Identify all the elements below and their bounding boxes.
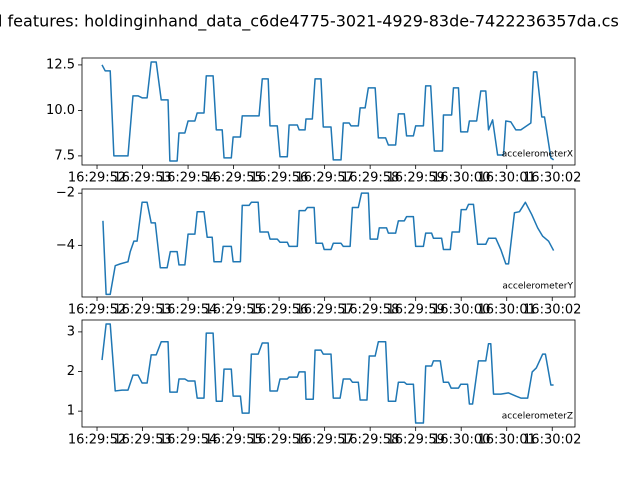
- legend-label: accelerometerX: [502, 150, 573, 160]
- x-tick-label: 16:30:00: [432, 433, 490, 448]
- x-tick-label: 16:29:59: [386, 433, 444, 448]
- y-tick-label: 3: [67, 324, 75, 339]
- y-tick-label: −2: [56, 186, 75, 201]
- x-tick-label: 16:29:55: [204, 171, 262, 186]
- y-tick-label: 10.0: [46, 103, 75, 118]
- x-tick-label: 16:29:57: [295, 303, 353, 318]
- x-tick-label: 16:29:58: [341, 303, 399, 318]
- x-tick-label: 16:29:59: [386, 171, 444, 186]
- x-tick-label: 16:29:59: [386, 303, 444, 318]
- x-tick-label: 16:29:52: [68, 433, 126, 448]
- x-tick-label: 16:29:54: [159, 433, 217, 448]
- x-tick-label: 16:29:52: [68, 171, 126, 186]
- axes-frame: [81, 57, 576, 166]
- x-tick-label: 16:29:53: [113, 303, 171, 318]
- x-tick-label: 16:29:57: [295, 433, 353, 448]
- x-tick-label: 16:29:56: [250, 303, 308, 318]
- x-tick-label: 16:30:00: [432, 303, 490, 318]
- x-tick-label: 16:29:56: [250, 433, 308, 448]
- figure-title: l features: holdinginhand_data_c6de4775-…: [0, 12, 619, 32]
- plot-area: [101, 323, 554, 424]
- y-tick-label: 7.5: [54, 148, 75, 163]
- y-tick-label: 2: [67, 364, 75, 379]
- x-tick-label: 16:30:01: [478, 303, 536, 318]
- plot-area: [101, 61, 555, 162]
- x-tick-label: 16:29:58: [341, 433, 399, 448]
- x-tick-label: 16:30:01: [478, 171, 536, 186]
- x-tick-label: 16:29:56: [250, 171, 308, 186]
- x-tick-label: 16:29:55: [204, 433, 262, 448]
- x-tick-label: 16:30:02: [523, 303, 581, 318]
- x-tick-label: 16:29:54: [159, 171, 217, 186]
- legend-label: accelerometerZ: [502, 412, 573, 422]
- x-tick-label: 16:29:58: [341, 171, 399, 186]
- legend-label: accelerometerY: [502, 282, 573, 292]
- x-tick-label: 16:29:55: [204, 303, 262, 318]
- x-tick-label: 16:29:52: [68, 303, 126, 318]
- axes-frame: [81, 319, 576, 428]
- x-tick-label: 16:30:02: [523, 171, 581, 186]
- x-tick-label: 16:29:53: [113, 433, 171, 448]
- plot-area: [102, 192, 555, 296]
- x-tick-label: 16:30:01: [478, 433, 536, 448]
- x-tick-label: 16:29:57: [295, 171, 353, 186]
- x-tick-label: 16:30:02: [523, 433, 581, 448]
- data-line: [101, 323, 554, 424]
- data-line: [102, 192, 555, 296]
- y-tick-label: −4: [56, 238, 75, 253]
- y-tick-label: 1: [67, 404, 75, 419]
- x-tick-label: 16:29:54: [159, 303, 217, 318]
- x-tick-label: 16:29:53: [113, 171, 171, 186]
- axes-frame: [81, 188, 576, 298]
- x-tick-label: 16:30:00: [432, 171, 490, 186]
- y-tick-label: 12.5: [46, 57, 75, 72]
- data-line: [101, 61, 555, 162]
